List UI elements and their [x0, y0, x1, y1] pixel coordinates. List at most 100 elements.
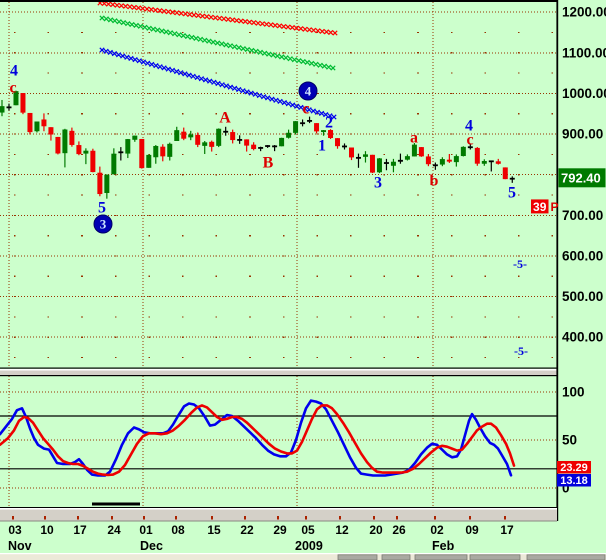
candle [181, 131, 187, 139]
candle [355, 156, 361, 159]
target-flag-suffix: P [551, 200, 559, 214]
circled-wave-number: 4 [305, 84, 312, 99]
date-tick [277, 516, 279, 520]
candle [265, 145, 271, 147]
wave-label: c [466, 132, 473, 149]
target-flag-value: 39 [533, 200, 547, 214]
candle [216, 128, 222, 146]
stochastic-fast-value-box [557, 474, 591, 487]
candle [237, 139, 243, 141]
candle [272, 145, 278, 148]
candle [251, 144, 257, 150]
candle [321, 130, 327, 133]
candle [69, 130, 75, 145]
candle [397, 159, 403, 162]
price-target-label: -5- [513, 257, 527, 271]
circled-wave-number: 3 [100, 217, 107, 232]
candle [425, 156, 431, 165]
month-label: Feb [432, 539, 455, 553]
candle [230, 132, 236, 141]
price-target-label: -5- [514, 344, 528, 358]
candle [97, 172, 103, 195]
candle [495, 161, 501, 164]
wave-label: a [410, 130, 418, 147]
candle [20, 93, 26, 113]
candle [335, 138, 341, 147]
stochastic-grid [0, 391, 557, 506]
candle [349, 147, 354, 158]
week-label: 17 [73, 523, 87, 537]
wave-label: c [9, 80, 16, 97]
price-axis-label: 500.00 [562, 289, 603, 304]
candle [34, 121, 40, 132]
candle [460, 146, 466, 157]
stochastic-plot-area[interactable] [0, 376, 557, 507]
stochastic-fast-line [0, 399, 513, 477]
panel-divider [0, 0, 557, 509]
last-price-box [558, 168, 606, 188]
oscillator-scale-label: 100 [562, 385, 585, 400]
date-tick [143, 516, 145, 520]
stochastic-slow-line [0, 404, 516, 477]
week-label: 03 [8, 523, 22, 537]
price-axis-label: 700.00 [562, 208, 603, 223]
date-axis: 03 10 17 24 01 08 15 22 29 05 12 20 26 02 09 17 Nov Dec 20… [8, 516, 514, 553]
week-label: 17 [500, 523, 514, 537]
candle [244, 139, 250, 146]
week-label: 15 [207, 523, 221, 537]
candle [404, 156, 410, 160]
candle [209, 141, 215, 147]
candle [48, 127, 54, 135]
candle [474, 147, 480, 164]
trend-line-lower-resistance [99, 47, 337, 120]
price-axis: 1200.00 1100.00 1000.00 900.00 700.00 600.00 5… [531, 0, 606, 521]
date-tick [396, 516, 398, 520]
candle [223, 130, 229, 133]
wave-label: 5 [508, 185, 516, 202]
circled-wave-marker [298, 81, 318, 101]
candle [481, 161, 487, 164]
candle [362, 154, 368, 157]
candle [188, 134, 194, 138]
candle [411, 144, 417, 157]
date-tick [305, 516, 307, 520]
candle [202, 142, 208, 146]
candle [307, 119, 313, 122]
week-label: 20 [369, 523, 383, 537]
candle [41, 119, 47, 127]
last-price-value: 792.40 [561, 170, 601, 185]
candle [118, 151, 124, 154]
candle [27, 112, 33, 133]
target-flag-box [531, 199, 549, 214]
status-bar-segment [337, 554, 378, 560]
candle [439, 159, 445, 165]
status-bar-segment [381, 554, 411, 560]
candle [6, 106, 12, 109]
candle [376, 158, 382, 173]
price-chart-plot-area[interactable] [0, 0, 557, 368]
candle [0, 106, 5, 113]
date-tick [504, 516, 506, 520]
candle [125, 139, 131, 154]
candle [167, 143, 173, 157]
week-label: 24 [107, 523, 121, 537]
stochastic-fast-value: 13.18 [560, 475, 588, 487]
status-bar-segment [526, 554, 606, 560]
price-axis-label: 1200.00 [562, 5, 606, 20]
wave-label: B [263, 155, 274, 172]
week-label: 02 [430, 523, 444, 537]
trend-line-upper-resistance [97, 0, 338, 36]
week-label: 22 [240, 523, 254, 537]
candlestick-series [0, 90, 515, 199]
candle [390, 161, 396, 166]
horizontal-scrollbar[interactable] [0, 508, 557, 522]
candle [342, 145, 348, 148]
candle [160, 146, 166, 157]
candle [300, 122, 306, 125]
stochastic-slow-value: 23.29 [560, 462, 588, 474]
date-tick [469, 516, 471, 520]
week-label: 29 [273, 523, 287, 537]
price-axis-label: 1100.00 [562, 45, 606, 60]
wave-label: b [430, 173, 439, 190]
